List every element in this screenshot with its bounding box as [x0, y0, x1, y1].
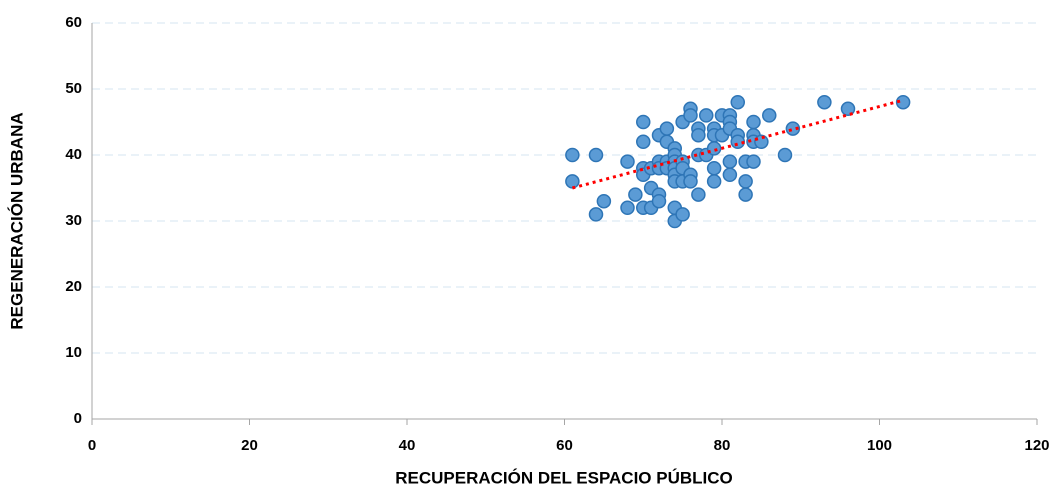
- point: [565, 147, 580, 163]
- point: [706, 141, 722, 156]
- point: [706, 160, 722, 176]
- y-tick-label: 10: [65, 344, 82, 361]
- y-tick-label: 40: [65, 146, 82, 163]
- point: [628, 187, 643, 202]
- y-tick-label: 0: [74, 410, 82, 427]
- point: [746, 154, 761, 169]
- x-tick-label: 60: [556, 437, 573, 454]
- point: [722, 167, 738, 183]
- point: [895, 94, 911, 110]
- point: [691, 127, 706, 143]
- point: [588, 207, 604, 222]
- point: [596, 193, 612, 209]
- point: [746, 114, 761, 130]
- x-tick-label: 120: [1024, 437, 1049, 454]
- point: [817, 94, 832, 110]
- y-axis-title: REGENERACIÓN URBANA: [7, 112, 26, 329]
- point: [636, 134, 651, 150]
- point: [706, 174, 722, 189]
- x-tick-label: 40: [399, 437, 416, 454]
- x-axis-title: RECUPERACIÓN DEL ESPACIO PÚBLICO: [395, 468, 733, 487]
- point: [683, 174, 698, 189]
- point: [588, 147, 604, 163]
- point: [675, 207, 690, 222]
- point: [620, 200, 635, 216]
- x-tick-label: 0: [88, 437, 96, 454]
- y-tick-label: 30: [65, 212, 82, 229]
- point: [754, 134, 769, 150]
- point: [683, 108, 698, 123]
- y-tick-label: 50: [65, 80, 82, 97]
- trendline: [571, 98, 904, 190]
- point: [730, 94, 745, 110]
- y-tick-label: 60: [65, 14, 82, 31]
- point: [659, 121, 675, 136]
- point: [840, 101, 856, 117]
- point: [722, 154, 738, 169]
- point: [777, 147, 793, 163]
- point: [691, 187, 706, 202]
- y-tick-label: 20: [65, 278, 82, 295]
- x-tick-label: 80: [714, 437, 731, 454]
- point: [699, 108, 714, 123]
- point: [620, 154, 635, 169]
- x-tick-label: 20: [241, 437, 258, 454]
- point: [651, 193, 667, 209]
- point: [738, 174, 753, 189]
- point: [565, 174, 580, 189]
- point: [636, 114, 651, 130]
- point: [738, 187, 753, 202]
- x-tick-label: 100: [867, 437, 892, 454]
- point: [762, 108, 777, 123]
